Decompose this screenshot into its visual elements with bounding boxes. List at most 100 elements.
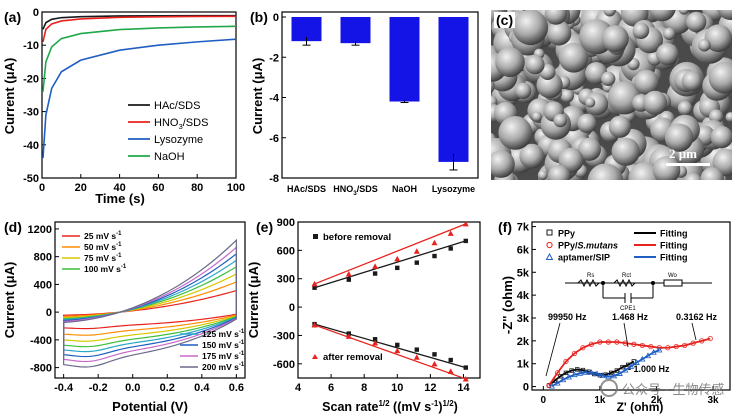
sem-particle (519, 143, 545, 169)
sem-particle (587, 163, 624, 180)
panel-d-ytick-label: 400 (34, 279, 52, 291)
panel-f-point (690, 340, 696, 346)
panel-f-point (563, 370, 569, 376)
panel-f-xtick-label: 0 (541, 395, 547, 406)
panel-a-xtick-label: 0 (39, 182, 45, 194)
panel-d-legend-label: 100 mV s-1 (84, 264, 127, 274)
panel-b-ytick-label: -2 (269, 52, 279, 64)
sem-particle (537, 170, 548, 180)
panel-f-point (597, 339, 603, 345)
panel-e-ytick-label: 900 (277, 217, 295, 229)
panel-d-ylabel: Current (μA) (2, 262, 17, 339)
panel-f-ytick-label: 3k (517, 313, 530, 325)
panel-d-ytick-label: 1200 (28, 224, 52, 236)
sem-particle (577, 113, 597, 133)
panel-f-legend-marker (546, 229, 553, 236)
panel-e-point (447, 368, 454, 374)
panel-a-legend-label: NaOH (154, 151, 185, 163)
resistor-rct (613, 278, 636, 288)
panel-f-point (707, 335, 713, 342)
panel-f-point (631, 341, 637, 347)
sem-particle (611, 137, 640, 166)
panel-f-legend-label: Fitting (660, 241, 688, 251)
sem-particle (603, 10, 616, 17)
sem-particle (700, 167, 724, 180)
panel-e-fit-line (314, 324, 466, 380)
sem-particle (684, 173, 703, 180)
panel-e-xtick-label: 8 (361, 382, 367, 394)
sem-particle (546, 20, 572, 46)
sem-particle (663, 27, 676, 40)
panel-e-ytick-label: 0 (289, 302, 295, 314)
panel-f-ytick-label: 7k (517, 222, 530, 234)
panel-e-point (372, 337, 378, 342)
panel-e-fit-line (314, 323, 466, 369)
panel-e-label: (e) (256, 219, 273, 235)
panel-b-ytick-label: -8 (269, 173, 279, 185)
panel-e-xtick-label: 6 (328, 382, 334, 394)
sem-particle (664, 123, 694, 152)
sem-particle (553, 113, 568, 128)
sem-particle (547, 164, 571, 180)
panel-e-point (431, 360, 438, 367)
sem-particle (558, 147, 584, 173)
panel-e-xtick-label: 14 (457, 382, 470, 394)
panel-f-legend-label: aptamer/SIP (558, 253, 610, 263)
sem-particle (648, 10, 676, 22)
panel-a-line-lysozyme (42, 38, 237, 159)
sem-particle (643, 90, 668, 115)
panel-b-xtick-label: HNO3/SDS (333, 184, 378, 197)
panel-a-ytick-label: -40 (23, 140, 39, 152)
panel-f-y-ticks: 7k 6k 5k 4k 3k 2k 1k 0 (517, 222, 536, 394)
panel-b-frame (281, 11, 479, 179)
panel-f-point (656, 345, 662, 351)
panel-e-ytick-label: -600 (273, 359, 295, 371)
panel-e-point (372, 263, 379, 269)
panel-f-fit-circle (548, 337, 711, 386)
panel-e-point (448, 246, 453, 251)
panel-e-point (312, 285, 317, 290)
panel-e-point (431, 239, 438, 246)
panel-f-point (559, 376, 567, 383)
panel-d-xtick-label: 0.0 (125, 382, 140, 394)
sem-particle (608, 115, 631, 138)
sem-particle (558, 42, 589, 73)
sem-particle (498, 116, 533, 150)
panel-f-point (610, 372, 618, 379)
panel-e-point (372, 271, 378, 276)
sem-particle (652, 156, 681, 180)
panel-e-point (394, 255, 401, 262)
panel-e-point (463, 238, 468, 244)
panel-a-xtick-label: 60 (152, 182, 164, 194)
panel-d-xtick-label: 0.6 (229, 382, 244, 394)
panel-b-ytick-label: -4 (269, 93, 280, 105)
panel-f-frame (531, 221, 731, 391)
panel-f-point (605, 339, 611, 345)
panel-f-point (588, 369, 595, 376)
scalebar (666, 163, 710, 166)
panel-d-legend-label: 175 mV s-1 (202, 351, 245, 361)
sem-particle (632, 22, 650, 39)
panel-f-point (625, 362, 631, 368)
circuit-label-cpe: CPE1 (620, 306, 636, 312)
panel-f-point (554, 370, 561, 376)
sem-particle (710, 126, 732, 149)
panel-d-xtick-label: -0.2 (89, 382, 108, 394)
panel-e-point (311, 280, 318, 287)
panel-e-xtick-label: 12 (424, 382, 436, 394)
panel-e-point (413, 248, 420, 254)
sem-particle (525, 55, 545, 75)
panel-d-xtick-label: 0.4 (194, 382, 210, 394)
panel-a-legend-label: HAc/SDS (154, 100, 200, 112)
panel-f-ytick-label: 6k (517, 244, 530, 256)
sem-image (491, 10, 732, 180)
panel-d-legend-label: 25 mV s-1 (84, 231, 122, 241)
panel-f-point (614, 368, 620, 373)
panel-b-bars (291, 17, 469, 171)
panel-e-point (395, 265, 400, 271)
panel-f-point (558, 374, 563, 379)
panel-f-legend-label: Fitting (660, 229, 688, 239)
sem-particle (656, 43, 679, 66)
panel-a-y-ticks: 0 -10 -20 -30 -40 -50 (23, 7, 46, 185)
panel-e-y-ticks: 900 600 300 0 -300 -600 (273, 217, 302, 371)
